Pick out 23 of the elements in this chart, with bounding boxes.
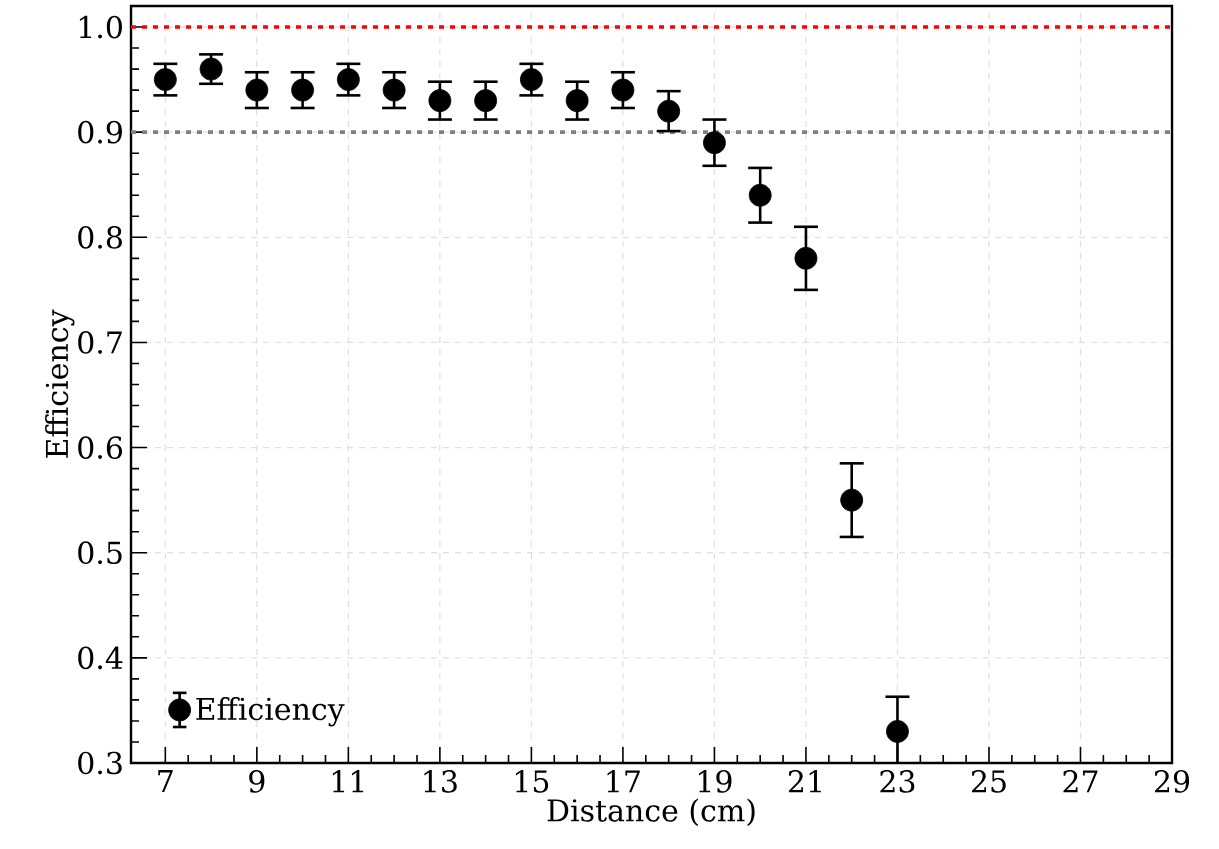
x-tick-label: 9 [249,770,265,793]
x-tick-label: 11 [332,770,364,793]
y-tick-label: 0.5 [78,541,122,565]
y-tick-label: 1.0 [79,15,122,39]
y-tick-label: 0.3 [78,751,122,775]
x-tick-label: 21 [788,770,821,793]
x-tick-label: 13 [424,770,457,793]
x-tick-label: 15 [515,770,549,793]
x-tick-label: 19 [699,770,732,793]
y-tick-label: 0.4 [78,646,123,670]
legend-label: Efficiency [196,697,345,727]
x-tick-label: 23 [880,770,915,793]
x-tick-label: 25 [971,770,1006,793]
x-axis-title: Distance (cm) [547,798,755,826]
y-tick-label: 0.9 [78,120,122,144]
y-tick-label: 0.6 [78,436,123,459]
x-tick-label: 27 [1063,770,1098,793]
x-tick-label: 17 [607,770,640,793]
x-tick-label: 29 [1154,770,1190,793]
y-axis-title: Efficiency [45,309,75,458]
y-tick-label: 0.8 [78,225,122,249]
x-tick-label: 7 [158,770,173,792]
y-tick-label: 0.7 [78,331,122,354]
